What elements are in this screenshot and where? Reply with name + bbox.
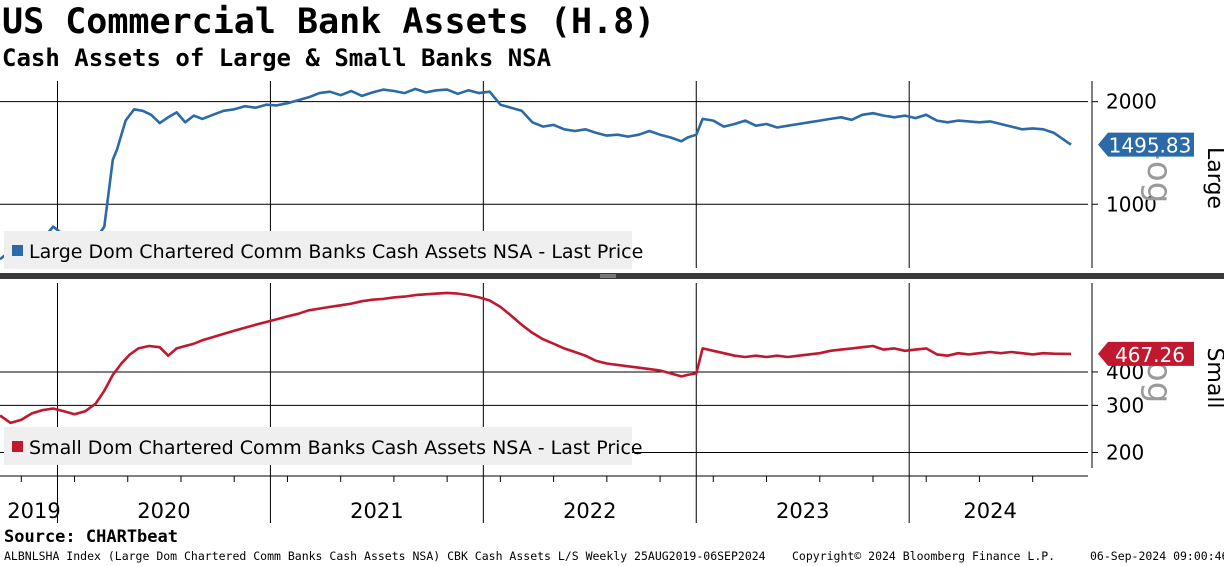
x-tick-label: 2019	[7, 499, 60, 523]
small-y-tick-label: 300	[1106, 393, 1144, 417]
x-tick-label: 2022	[563, 499, 616, 523]
footer-copyright: Copyright© 2024 Bloomberg Finance L.P.	[792, 549, 1056, 563]
large-last-value-label: 1495.83	[1109, 134, 1192, 158]
large-legend-swatch	[12, 245, 23, 256]
large-legend-label: Large Dom Chartered Comm Banks Cash Asse…	[29, 241, 643, 263]
x-tick-label: 2024	[963, 499, 1016, 523]
chart-subtitle: Cash Assets of Large & Small Banks NSA	[2, 44, 552, 72]
large-y-tick-label: 2000	[1106, 90, 1157, 114]
x-tick-label: 2020	[137, 499, 190, 523]
small-panel-label: Small	[1202, 347, 1224, 408]
x-tick-label: 2021	[350, 499, 403, 523]
footer-info: ALBNLSHA Index (Large Dom Chartered Comm…	[4, 549, 766, 563]
large-panel-label: Large	[1202, 147, 1224, 209]
large-y-tick-label: 1000	[1106, 192, 1157, 216]
small-legend-swatch	[12, 441, 23, 452]
small-last-value-callout	[1098, 341, 1194, 366]
chart-title: US Commercial Bank Assets (H.8)	[2, 2, 656, 42]
small-y-tick-label: 200	[1106, 440, 1144, 464]
x-tick-label: 2023	[776, 499, 829, 523]
large-log-watermark: -og	[1139, 148, 1179, 203]
source-label: Source: CHARTbeat	[4, 527, 178, 547]
large-panel: 1000 2000 -og Large Large Dom Chartered Comm…	[0, 81, 1224, 269]
small-series-line	[0, 291, 1072, 425]
large-legend-box	[4, 231, 632, 269]
footer-timestamp: 06-Sep-2024 09:00:46	[1090, 549, 1224, 563]
panel-separator-grip	[600, 274, 616, 278]
small-legend-label: Small Dom Chartered Comm Banks Cash Asse…	[29, 437, 643, 459]
small-legend-box	[4, 427, 632, 465]
large-last-value-callout	[1098, 132, 1194, 157]
small-last-value-label: 467.26	[1115, 343, 1185, 367]
large-series-line	[0, 87, 1072, 261]
